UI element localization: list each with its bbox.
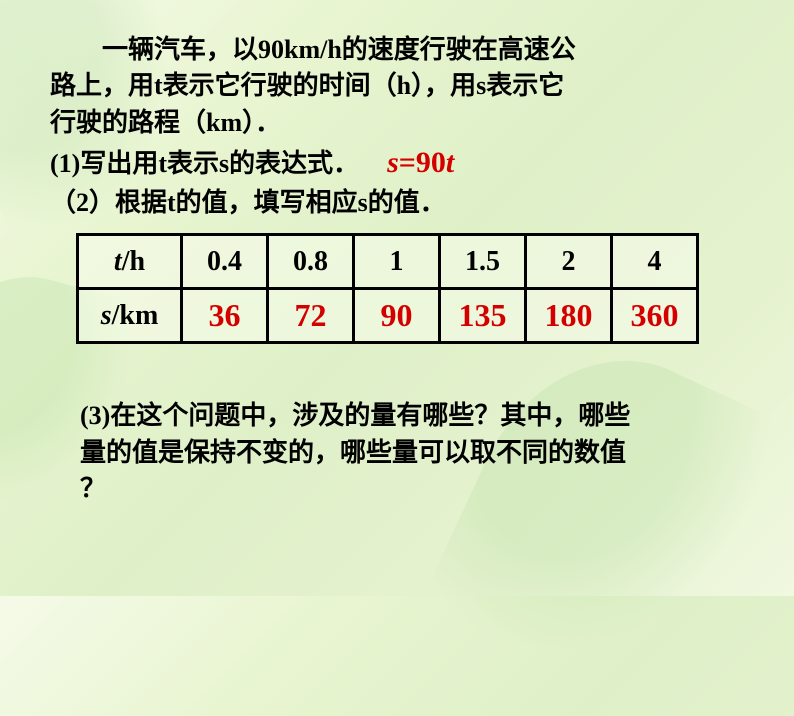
row-header-s: s/km	[78, 289, 182, 343]
formula-90: 90	[416, 146, 446, 179]
intro-line3: 行驶的路程（km）．	[50, 105, 744, 141]
table-row-s: s/km 36 72 90 135 180 360	[78, 289, 698, 343]
unit-km: /km	[112, 300, 159, 331]
problem-intro: 一辆汽车，以90km/h的速度行驶在高速公 路上，用t表示它行驶的时间（h），用…	[50, 32, 744, 141]
data-table: t/h 0.4 0.8 1 1.5 2 4 s/km 36 72 90 135 …	[76, 233, 699, 344]
s-cell: 360	[612, 289, 698, 343]
t-cell: 1	[354, 235, 440, 289]
s-cell: 36	[182, 289, 268, 343]
s-cell: 180	[526, 289, 612, 343]
question-3: (3)在这个问题中，涉及的量有哪些？其中，哪些 量的值是保持不变的，哪些量可以取…	[80, 398, 744, 507]
intro-line1: 一辆汽车，以90km/h的速度行驶在高速公	[102, 35, 576, 64]
formula-eq: =	[399, 146, 416, 179]
question-2: （2）根据t的值，填写相应s的值．	[50, 182, 744, 219]
table-row-t: t/h 0.4 0.8 1 1.5 2 4	[78, 235, 698, 289]
formula-t: t	[446, 146, 454, 179]
q3-line3: ？	[80, 474, 106, 503]
s-cell: 72	[268, 289, 354, 343]
t-cell: 0.4	[182, 235, 268, 289]
t-cell: 2	[526, 235, 612, 289]
formula-answer: s=90t	[387, 146, 454, 180]
q3-line2: 量的值是保持不变的，哪些量可以取不同的数值	[80, 438, 626, 467]
row-header-t: t/h	[78, 235, 182, 289]
t-cell: 0.8	[268, 235, 354, 289]
intro-line2: 路上，用t表示它行驶的时间（h），用s表示它	[50, 68, 744, 104]
question-1: (1)写出用t表示s的表达式．	[50, 143, 359, 180]
unit-h: /h	[122, 246, 145, 277]
t-cell: 4	[612, 235, 698, 289]
s-cell: 90	[354, 289, 440, 343]
var-s: s	[101, 300, 112, 331]
var-t: t	[114, 246, 122, 277]
s-cell: 135	[440, 289, 526, 343]
formula-s: s	[387, 146, 399, 179]
q3-line1: (3)在这个问题中，涉及的量有哪些？其中，哪些	[80, 401, 630, 430]
t-cell: 1.5	[440, 235, 526, 289]
